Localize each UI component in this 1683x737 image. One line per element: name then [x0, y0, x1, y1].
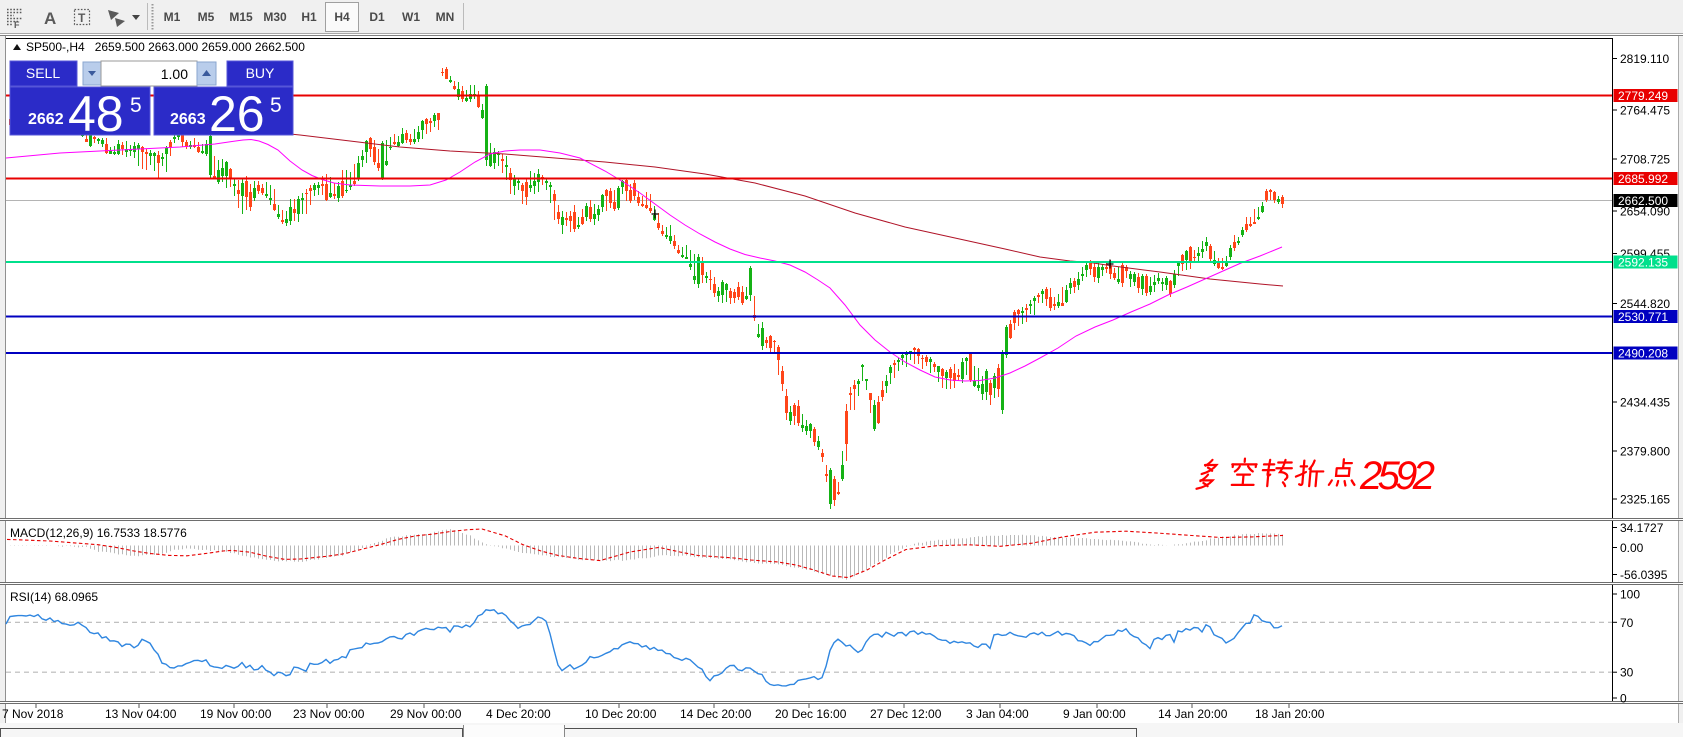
- svg-text:SP500-,H4 2659.500 2663.000: SP500-,H4 2659.500 2663.000 2659.000 266…: [26, 40, 305, 54]
- svg-text:A: A: [44, 9, 56, 28]
- svg-text:0.00: 0.00: [1620, 541, 1644, 555]
- svg-text:2592.135: 2592.135: [1618, 256, 1668, 270]
- svg-text:48: 48: [68, 86, 124, 142]
- svg-text:18 Jan 20:00: 18 Jan 20:00: [1255, 707, 1325, 721]
- svg-text:4 Dec 20:00: 4 Dec 20:00: [486, 707, 551, 721]
- svg-text:0: 0: [1620, 692, 1627, 706]
- svg-text:13 Nov 04:00: 13 Nov 04:00: [105, 707, 177, 721]
- svg-text:2654.090: 2654.090: [1620, 205, 1670, 219]
- svg-text:2685.992: 2685.992: [1618, 172, 1668, 186]
- svg-text:23 Nov 00:00: 23 Nov 00:00: [293, 707, 365, 721]
- svg-text:MN: MN: [436, 10, 455, 24]
- svg-text:-56.0395: -56.0395: [1620, 568, 1668, 582]
- svg-text:3 Jan 04:00: 3 Jan 04:00: [966, 707, 1029, 721]
- svg-text:MACD(12,26,9) 16.7533 18.5776: MACD(12,26,9) 16.7533 18.5776: [10, 526, 187, 540]
- svg-text:2819.110: 2819.110: [1620, 52, 1669, 66]
- svg-text:2764.475: 2764.475: [1620, 104, 1670, 118]
- svg-text:5: 5: [270, 94, 282, 117]
- svg-text:M5: M5: [198, 10, 215, 24]
- svg-text:H1: H1: [301, 10, 317, 24]
- svg-text:2544.820: 2544.820: [1620, 297, 1670, 311]
- svg-text:2663: 2663: [170, 111, 206, 128]
- svg-text:9 Jan 00:00: 9 Jan 00:00: [1063, 707, 1126, 721]
- svg-text:2662.500: 2662.500: [1618, 194, 1668, 208]
- svg-text:M15: M15: [229, 10, 253, 24]
- svg-text:2708.725: 2708.725: [1620, 153, 1670, 167]
- svg-text:RSI(14) 68.0965: RSI(14) 68.0965: [10, 590, 98, 604]
- svg-text:2325.165: 2325.165: [1620, 493, 1670, 507]
- svg-text:7 Nov 2018: 7 Nov 2018: [2, 707, 64, 721]
- svg-text:26: 26: [209, 86, 265, 142]
- svg-text:1.00: 1.00: [161, 66, 188, 82]
- svg-text:29 Nov 00:00: 29 Nov 00:00: [390, 707, 462, 721]
- svg-text:14 Jan 20:00: 14 Jan 20:00: [1158, 707, 1228, 721]
- svg-text:SELL: SELL: [26, 65, 60, 81]
- svg-text:100: 100: [1620, 588, 1640, 602]
- svg-text:30: 30: [1620, 666, 1634, 680]
- svg-text:14 Dec 20:00: 14 Dec 20:00: [680, 707, 752, 721]
- svg-text:19 Nov 00:00: 19 Nov 00:00: [200, 707, 272, 721]
- svg-text:2379.800: 2379.800: [1620, 445, 1670, 459]
- svg-text:2434.435: 2434.435: [1620, 396, 1670, 410]
- svg-text:2592: 2592: [1359, 454, 1435, 498]
- svg-text:20 Dec 16:00: 20 Dec 16:00: [775, 707, 847, 721]
- svg-text:H4: H4: [334, 10, 350, 24]
- svg-text:BUY: BUY: [246, 65, 275, 81]
- svg-text:34.1727: 34.1727: [1620, 521, 1664, 535]
- svg-text:M1: M1: [164, 10, 181, 24]
- svg-text:10 Dec 20:00: 10 Dec 20:00: [585, 707, 657, 721]
- svg-text:2490.208: 2490.208: [1618, 347, 1668, 361]
- svg-text:M30: M30: [263, 10, 287, 24]
- svg-text:5: 5: [130, 94, 142, 117]
- svg-text:T: T: [78, 11, 86, 25]
- svg-text:2530.771: 2530.771: [1618, 310, 1668, 324]
- svg-text:2779.249: 2779.249: [1618, 89, 1668, 103]
- svg-text:2662: 2662: [28, 111, 64, 128]
- svg-text:70: 70: [1620, 616, 1634, 630]
- svg-text:D1: D1: [369, 10, 385, 24]
- svg-text:27 Dec 12:00: 27 Dec 12:00: [870, 707, 942, 721]
- svg-text:F: F: [14, 20, 20, 30]
- svg-text:W1: W1: [402, 10, 420, 24]
